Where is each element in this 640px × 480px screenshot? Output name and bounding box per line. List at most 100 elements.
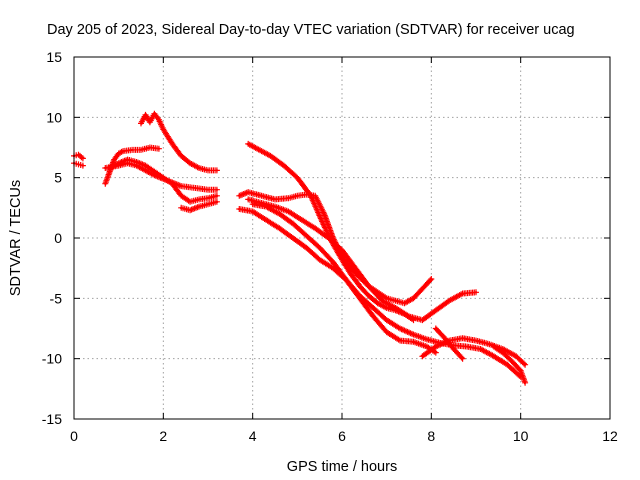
data-point bbox=[188, 209, 192, 212]
data-point bbox=[523, 363, 527, 366]
data-point bbox=[474, 339, 478, 342]
data-point bbox=[153, 112, 156, 115]
data-point bbox=[273, 205, 277, 208]
data-point bbox=[376, 301, 379, 305]
data-point bbox=[238, 194, 241, 197]
data-point bbox=[421, 355, 424, 358]
data-point bbox=[322, 212, 326, 216]
data-point bbox=[130, 148, 134, 152]
data-point bbox=[247, 198, 250, 201]
data-point bbox=[434, 327, 437, 330]
data-point bbox=[171, 182, 174, 185]
data-point bbox=[108, 166, 111, 170]
data-point bbox=[206, 169, 210, 172]
data-point bbox=[425, 345, 429, 348]
data-point bbox=[273, 198, 277, 201]
data-point bbox=[197, 205, 201, 208]
y-tick-label: 0 bbox=[54, 230, 62, 246]
data-point bbox=[461, 292, 464, 295]
data-point bbox=[385, 297, 388, 300]
data-point bbox=[197, 198, 201, 201]
data-point bbox=[398, 327, 402, 330]
data-point bbox=[206, 196, 210, 200]
x-tick-label: 4 bbox=[249, 428, 257, 444]
data-point bbox=[108, 170, 111, 173]
data-point bbox=[148, 120, 152, 124]
data-point bbox=[305, 246, 308, 249]
data-point bbox=[434, 351, 437, 354]
series-arc7 bbox=[178, 198, 220, 214]
data-point bbox=[340, 258, 344, 261]
data-point bbox=[394, 306, 397, 310]
y-axis-ticks: -15 -10 -5 0 5 10 15 bbox=[42, 49, 610, 427]
y-tick-label: -10 bbox=[42, 351, 62, 367]
data-point bbox=[385, 306, 388, 310]
series-arc12 bbox=[249, 201, 439, 356]
data-point bbox=[412, 340, 415, 343]
data-point bbox=[251, 203, 254, 206]
data-point bbox=[385, 318, 388, 322]
data-point bbox=[434, 309, 437, 312]
data-point bbox=[188, 200, 192, 203]
data-point bbox=[139, 122, 143, 125]
data-point bbox=[305, 234, 308, 237]
data-point bbox=[492, 345, 496, 348]
data-point bbox=[421, 287, 424, 290]
data-point bbox=[126, 158, 129, 161]
data-point bbox=[381, 299, 384, 302]
data-point bbox=[443, 336, 446, 340]
x-tick-label: 6 bbox=[338, 428, 346, 444]
data-point bbox=[296, 176, 299, 179]
data-point bbox=[448, 299, 451, 302]
data-point bbox=[358, 285, 362, 288]
data-point bbox=[354, 266, 357, 270]
data-point bbox=[291, 222, 295, 225]
data-point bbox=[77, 153, 80, 156]
data-point bbox=[434, 345, 437, 348]
series-arc15 bbox=[490, 343, 529, 386]
series-arc2 bbox=[71, 160, 86, 169]
data-point bbox=[162, 176, 165, 179]
data-point bbox=[197, 187, 201, 190]
series-arc10 bbox=[245, 196, 479, 324]
data-point bbox=[515, 355, 518, 358]
data-point bbox=[278, 212, 281, 216]
data-point bbox=[215, 169, 219, 172]
series-arc5 bbox=[106, 156, 220, 205]
data-point bbox=[425, 338, 429, 341]
data-point bbox=[394, 299, 397, 302]
data-point bbox=[461, 357, 464, 360]
data-point bbox=[180, 206, 183, 210]
y-tick-label: -15 bbox=[42, 411, 62, 427]
data-point bbox=[135, 160, 138, 164]
x-axis-label: GPS time / hours bbox=[287, 459, 397, 475]
data-point bbox=[188, 186, 192, 189]
data-point bbox=[331, 260, 335, 264]
data-point bbox=[358, 297, 362, 300]
data-point bbox=[260, 194, 263, 197]
data-point bbox=[287, 210, 290, 213]
x-tick-label: 2 bbox=[159, 428, 167, 444]
data-point bbox=[327, 236, 330, 240]
data-point bbox=[157, 118, 161, 121]
data-point bbox=[153, 170, 156, 173]
data-point bbox=[153, 174, 156, 177]
data-point bbox=[322, 224, 326, 228]
y-tick-label: 10 bbox=[46, 109, 62, 125]
data-point bbox=[506, 363, 509, 366]
data-point bbox=[206, 188, 210, 191]
data-point bbox=[385, 330, 388, 334]
data-point bbox=[117, 161, 120, 165]
data-point bbox=[215, 200, 219, 203]
data-point bbox=[474, 291, 478, 294]
data-point bbox=[197, 166, 201, 170]
data-point bbox=[421, 318, 424, 322]
x-tick-label: 0 bbox=[70, 428, 78, 444]
series-arc14 bbox=[432, 325, 466, 362]
data-point bbox=[247, 190, 250, 194]
series-arc3 bbox=[102, 144, 162, 187]
data-point bbox=[180, 154, 183, 158]
y-tick-label: 15 bbox=[46, 49, 62, 65]
y-tick-label: -5 bbox=[50, 290, 63, 306]
